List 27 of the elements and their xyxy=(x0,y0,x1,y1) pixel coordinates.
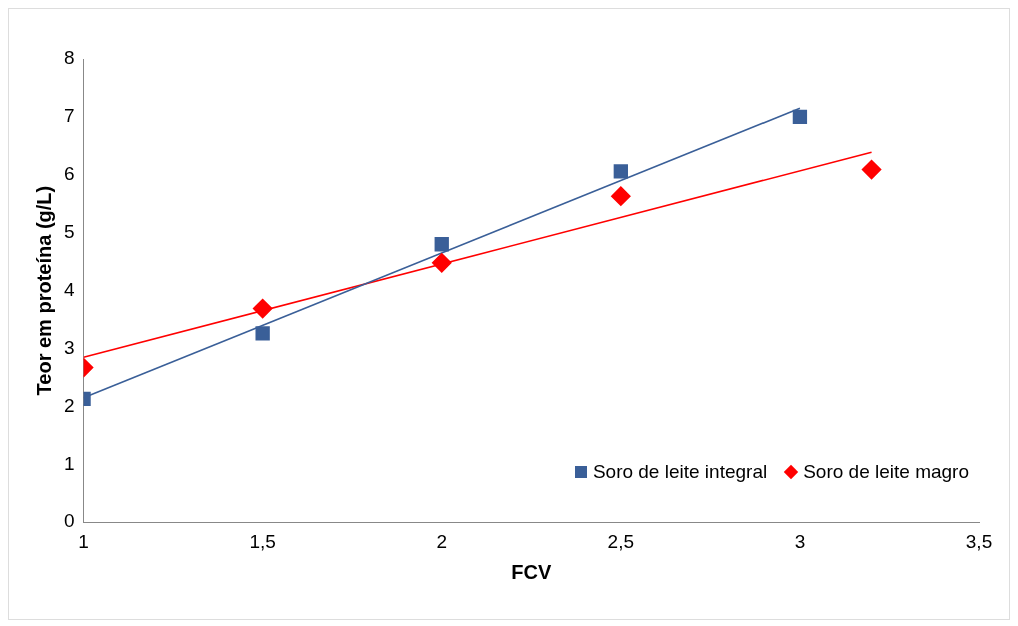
y-axis-title: Teor em proteína (g/L) xyxy=(32,185,55,396)
x-tick-label: 3 xyxy=(794,530,806,552)
y-tick-label: 6 xyxy=(63,163,75,185)
point xyxy=(792,109,808,125)
point xyxy=(613,164,628,179)
point xyxy=(252,298,273,319)
y-tick-label: 2 xyxy=(63,394,75,416)
x-tick-label: 2 xyxy=(436,530,448,552)
point xyxy=(431,253,452,273)
y-tick-label: 4 xyxy=(63,278,75,300)
point xyxy=(611,186,631,207)
x-tick-label: 2,5 xyxy=(607,530,635,552)
x-tick-label: 1 xyxy=(78,530,89,552)
legend-label: Soro de leite integral xyxy=(592,461,768,483)
y-tick-label: 5 xyxy=(63,220,75,242)
y-tick-label: 1 xyxy=(63,452,75,474)
x-tick-label: 1,5 xyxy=(249,530,276,552)
y-tick-label: 0 xyxy=(63,510,75,532)
y-tick-label: 8 xyxy=(63,47,75,69)
point xyxy=(434,237,449,252)
x-tick-label: 3,5 xyxy=(965,530,993,552)
legend-label: Soro de leite magro xyxy=(803,461,969,483)
y-tick-label: 3 xyxy=(63,336,75,358)
point xyxy=(255,326,270,341)
y-tick-label: 7 xyxy=(63,105,75,127)
x-axis-title: FCV xyxy=(511,560,552,583)
point xyxy=(861,159,882,180)
